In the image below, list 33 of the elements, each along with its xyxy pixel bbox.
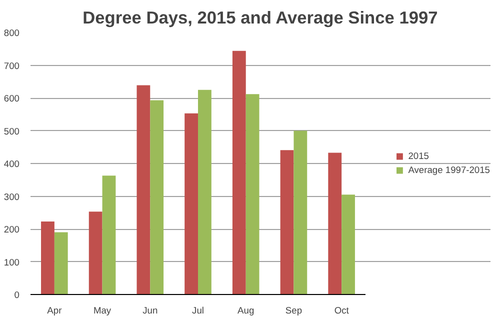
x-tick-label: Oct [334, 306, 350, 316]
bar [136, 85, 150, 294]
x-tick-label: Apr [47, 306, 62, 316]
bar [102, 176, 116, 294]
bar [246, 94, 260, 294]
y-tick-label: 700 [4, 60, 20, 71]
x-tick-label: Sep [285, 306, 302, 316]
y-tick-label: 800 [4, 28, 20, 38]
bar [54, 232, 68, 294]
bar [280, 150, 294, 294]
bar [41, 221, 54, 294]
bar [198, 90, 212, 294]
x-tick-label: Jul [192, 306, 204, 316]
legend-label: 2015 [408, 151, 429, 161]
bar [184, 113, 198, 294]
bar [294, 130, 308, 294]
chart-title: Degree Days, 2015 and Average Since 1997 [82, 8, 438, 28]
y-tick-label: 300 [4, 192, 20, 202]
legend-label: Average 1997-2015 [408, 165, 490, 175]
x-tick-label: May [93, 306, 112, 316]
y-tick-label: 200 [4, 224, 20, 234]
x-tick-label: Aug [238, 306, 254, 316]
y-tick-label: 600 [4, 94, 20, 104]
bar [342, 194, 355, 294]
bar [328, 152, 342, 294]
bar [88, 212, 102, 294]
y-tick-label: 400 [4, 159, 20, 169]
y-tick-label: 500 [4, 126, 20, 136]
y-tick-label: 100 [4, 257, 20, 268]
y-tick-label: 0 [14, 290, 20, 300]
bar [150, 100, 164, 294]
x-tick-label: Jun [142, 306, 158, 316]
bar [232, 50, 246, 294]
